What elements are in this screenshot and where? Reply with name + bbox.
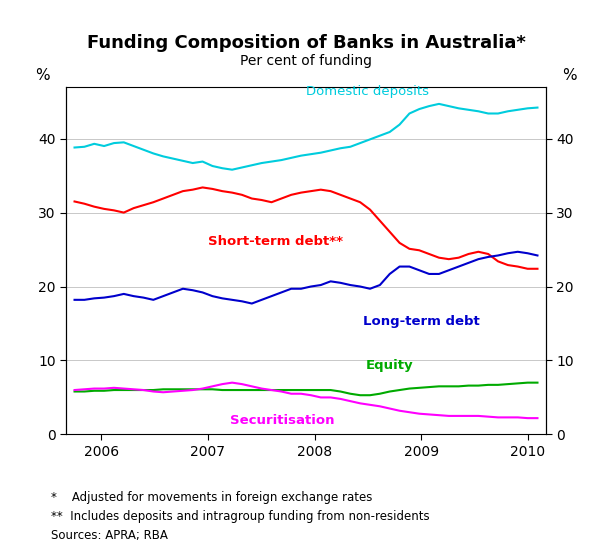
Text: %: % xyxy=(35,68,49,84)
Text: Per cent of funding: Per cent of funding xyxy=(240,54,372,68)
Text: Short-term debt**: Short-term debt** xyxy=(208,235,343,248)
Text: Long-term debt: Long-term debt xyxy=(363,314,479,327)
Text: Sources: APRA; RBA: Sources: APRA; RBA xyxy=(51,529,168,542)
Title: Funding Composition of Banks in Australia*: Funding Composition of Banks in Australi… xyxy=(86,34,526,52)
Text: Equity: Equity xyxy=(365,358,413,371)
Text: *    Adjusted for movements in foreign exchange rates: * Adjusted for movements in foreign exch… xyxy=(51,491,373,504)
Text: %: % xyxy=(563,68,577,84)
Text: Securitisation: Securitisation xyxy=(230,414,335,427)
Text: **  Includes deposits and intragroup funding from non-residents: ** Includes deposits and intragroup fund… xyxy=(51,510,430,523)
Text: Domestic deposits: Domestic deposits xyxy=(307,85,430,98)
